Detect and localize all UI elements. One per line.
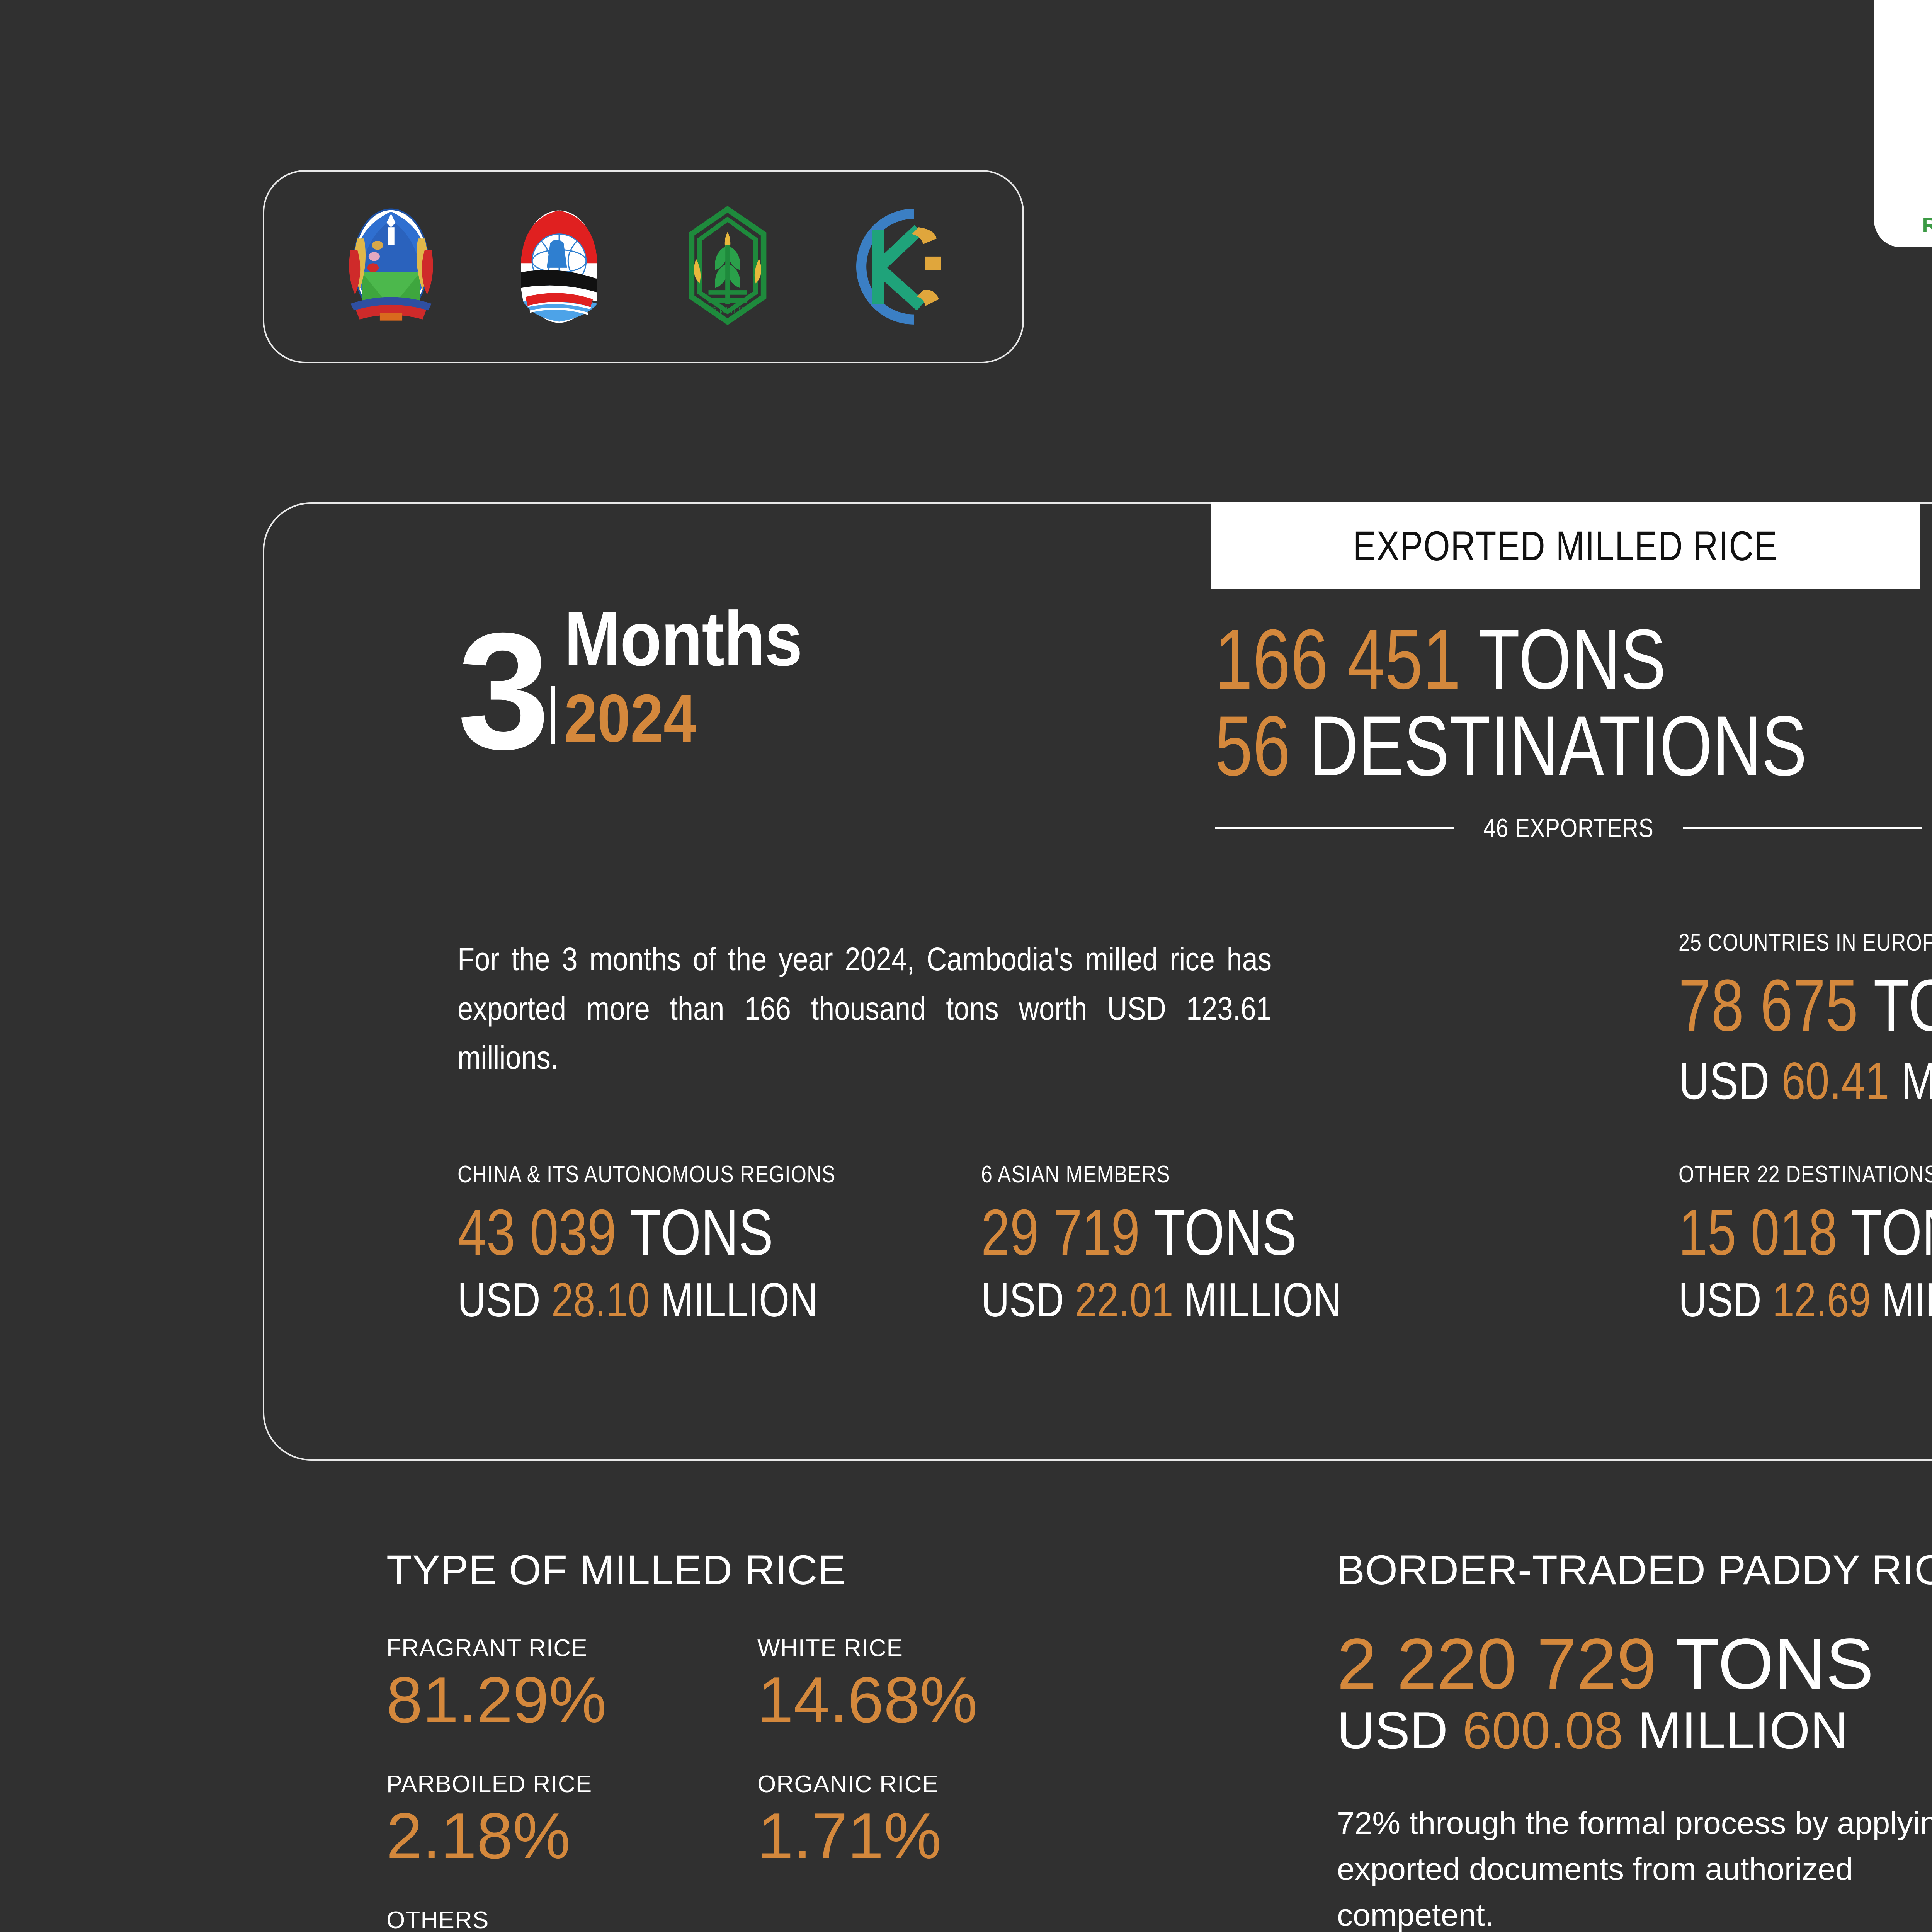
region-usd-unit: MILLION: [1901, 1051, 1932, 1110]
cambodia-rice-federation-logo-card: ស.អ.ក សហព័ន្ធស្រូវអង្ករកម្ពុជា CAMBODIA …: [1874, 0, 1932, 247]
region-usd-line: USD 12.69 MILLION: [1679, 1273, 1932, 1328]
border-traded-usd-line: USD 600.08 MILLION: [1337, 1700, 1848, 1760]
border-traded-usd-prefix: USD: [1337, 1701, 1448, 1760]
rice-type-value: 2.18%: [386, 1799, 571, 1872]
region-tons-value: 15 018: [1679, 1196, 1838, 1269]
total-tons-line: 166 451 TONS: [1215, 616, 1781, 702]
region-block-other-destinations: OTHER 22 DESTINATIONS: AFRICA, MIDDLE EA…: [1679, 1161, 1932, 1328]
period-year: 2024: [564, 681, 697, 756]
rice-type-label: PARBOILED RICE: [386, 1770, 592, 1798]
region-usd-value: 28.10: [551, 1274, 650, 1327]
region-usd-value: 12.69: [1772, 1274, 1871, 1327]
period-unit: Months: [564, 596, 803, 682]
crf-name-line1: CAMBODIA: [1922, 189, 1932, 213]
ministry-of-agriculture-emblem-icon: ក.ស.ក.ប: [670, 205, 786, 328]
reporting-period: 3 Months 2024: [457, 596, 834, 784]
rice-type-label: FRAGRANT RICE: [386, 1635, 588, 1662]
region-tons-value: 43 039: [457, 1196, 617, 1269]
rice-type-value: 14.68%: [757, 1663, 978, 1736]
border-traded-tons-unit: TONS: [1675, 1624, 1874, 1704]
region-usd-line: USD 60.41 MILLION: [1679, 1051, 1932, 1111]
exporters-count: 46 EXPORTERS: [1483, 813, 1654, 843]
period-number: 3: [457, 599, 550, 784]
rice-type-label: WHITE RICE: [757, 1635, 903, 1662]
region-caption: 25 COUNTRIES IN EUROPE: [1679, 929, 1932, 956]
divider-left: [1215, 827, 1454, 829]
total-destinations-line: 56 DESTINATIONS: [1215, 702, 1807, 789]
region-block-europe: 25 COUNTRIES IN EUROPE 78 675 TONS USD 6…: [1679, 929, 1932, 1111]
region-usd-prefix: USD: [1679, 1274, 1762, 1327]
ministry-of-commerce-emblem-icon: [501, 205, 617, 328]
region-tons-unit: TONS: [1153, 1196, 1297, 1269]
border-traded-note: 72% through the formal process by applyi…: [1337, 1806, 1932, 1932]
period-divider: [551, 686, 555, 744]
border-traded-tons-line: 2 220 729 TONS: [1337, 1623, 1874, 1705]
region-caption: OTHER 22 DESTINATIONS: AFRICA, MIDDLE EA…: [1679, 1161, 1932, 1188]
region-caption: CHINA & ITS AUTONOMOUS REGIONS: [457, 1161, 836, 1188]
region-tons-unit: TONS: [1873, 964, 1932, 1046]
region-block-asian-members: 6 ASIAN MEMBERS 29 719 TONS USD 22.01 MI…: [981, 1161, 1420, 1328]
export-totals: 166 451 TONS 56 DESTINATIONS: [1215, 616, 1922, 789]
region-usd-unit: MILLION: [1881, 1274, 1932, 1327]
region-usd-value: 22.01: [1075, 1274, 1173, 1327]
border-traded-tons-value: 2 220 729: [1337, 1624, 1657, 1704]
region-block-china: CHINA & ITS AUTONOMOUS REGIONS 43 039 TO…: [457, 1161, 908, 1328]
region-usd-line: USD 28.10 MILLION: [457, 1273, 827, 1328]
region-usd-line: USD 22.01 MILLION: [981, 1273, 1341, 1328]
total-tons-value: 166 451: [1215, 612, 1461, 707]
border-traded-usd-value: 600.08: [1462, 1701, 1623, 1760]
border-traded-usd-unit: MILLION: [1638, 1701, 1848, 1760]
exporters-row: 46 EXPORTERS: [1215, 813, 1922, 843]
region-tons-line: 43 039 TONS: [457, 1195, 818, 1270]
region-usd-unit: MILLION: [660, 1274, 818, 1327]
region-caption: 6 ASIAN MEMBERS: [981, 1161, 1170, 1188]
region-usd-prefix: USD: [1679, 1051, 1770, 1110]
rice-type-others: OTHERS 0.14%: [386, 1906, 757, 1932]
region-usd-prefix: USD: [981, 1274, 1064, 1327]
region-tons-line: 78 675 TONS: [1679, 963, 1932, 1048]
rice-type-organic: ORGANIC RICE 1.71%: [757, 1770, 1128, 1872]
region-usd-value: 60.41: [1781, 1051, 1889, 1110]
export-summary-card: EXPORTED MILLED RICE 3 Months 2024 166 4…: [263, 502, 1932, 1461]
type-of-milled-rice-title: TYPE OF MILLED RICE: [386, 1546, 846, 1593]
total-destinations-value: 56: [1215, 698, 1291, 794]
region-usd-prefix: USD: [457, 1274, 541, 1327]
rice-type-fragrant: FRAGRANT RICE 81.29%: [386, 1634, 757, 1736]
region-tons-line: 15 018 TONS: [1679, 1195, 1932, 1270]
region-tons-unit: TONS: [629, 1196, 773, 1269]
crf-emblem-icon: ស.អ.ក សហព័ន្ធស្រូវអង្ករកម្ពុជា: [1915, 4, 1932, 189]
rice-type-label: OTHERS: [386, 1906, 489, 1932]
region-usd-unit: MILLION: [1184, 1274, 1342, 1327]
region-tons-line: 29 719 TONS: [981, 1195, 1333, 1270]
total-tons-unit: TONS: [1478, 612, 1666, 707]
rice-type-parboiled: PARBOILED RICE 2.18%: [386, 1770, 757, 1872]
region-tons-unit: TONS: [1850, 1196, 1932, 1269]
royal-government-of-cambodia-emblem-icon: [333, 205, 449, 328]
svg-text:ក.ស.ក.ប: ក.ស.ក.ប: [711, 304, 744, 315]
crf-name-line2: RICE FEDERATION: [1922, 213, 1932, 237]
partner-logos-strip: ក.ស.ក.ប: [263, 170, 1024, 363]
divider-right: [1683, 827, 1922, 829]
rice-type-white: WHITE RICE 14.68%: [757, 1634, 1128, 1736]
rice-type-label: ORGANIC RICE: [757, 1770, 939, 1798]
rice-type-value: 1.71%: [757, 1799, 942, 1872]
ke-customs-excise-emblem-icon: [838, 205, 954, 328]
rice-type-value: 81.29%: [386, 1663, 607, 1736]
border-traded-paddy-rice-title: BORDER-TRADED PADDY RICE: [1337, 1546, 1932, 1593]
exported-milled-rice-label: EXPORTED MILLED RICE: [1353, 522, 1778, 569]
total-destinations-unit: DESTINATIONS: [1309, 698, 1807, 794]
milled-rice-type-grid: FRAGRANT RICE 81.29% WHITE RICE 14.68% P…: [386, 1634, 1043, 1932]
region-tons-value: 29 719: [981, 1196, 1140, 1269]
exported-milled-rice-tab: EXPORTED MILLED RICE: [1211, 502, 1920, 589]
summary-description: For the 3 months of the year 2024, Cambo…: [457, 941, 1272, 1076]
region-tons-value: 78 675: [1679, 964, 1858, 1046]
